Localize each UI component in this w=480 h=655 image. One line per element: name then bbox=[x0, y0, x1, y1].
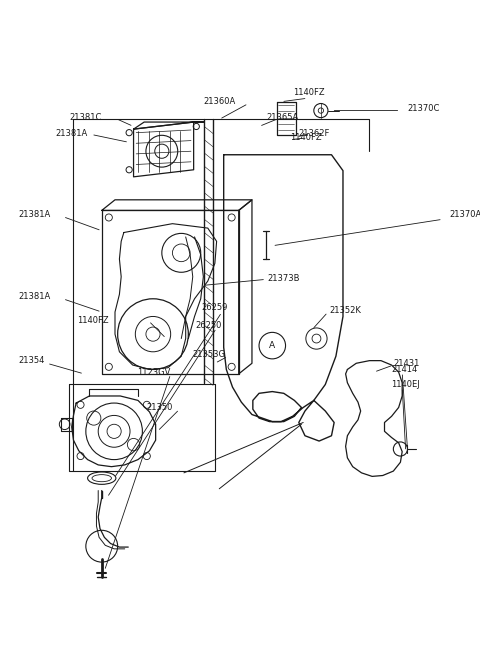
Text: 21354: 21354 bbox=[19, 356, 45, 365]
Text: 1140FZ: 1140FZ bbox=[290, 132, 322, 141]
Text: 21350: 21350 bbox=[146, 403, 172, 412]
Text: 21381C: 21381C bbox=[69, 113, 101, 122]
Text: 21353G: 21353G bbox=[193, 350, 226, 359]
Text: 1140FZ: 1140FZ bbox=[77, 316, 109, 326]
Text: 21381A: 21381A bbox=[19, 210, 51, 219]
Text: 26259: 26259 bbox=[202, 303, 228, 312]
Text: 21365A: 21365A bbox=[266, 113, 299, 122]
Text: A: A bbox=[269, 341, 276, 350]
Text: 21414: 21414 bbox=[392, 365, 418, 374]
Text: 1140FZ: 1140FZ bbox=[293, 88, 324, 98]
Text: 21381A: 21381A bbox=[19, 291, 51, 301]
Text: 21431: 21431 bbox=[393, 359, 420, 368]
Text: 1140EJ: 1140EJ bbox=[392, 380, 420, 389]
Text: 21360A: 21360A bbox=[203, 97, 235, 106]
Text: 26250: 26250 bbox=[195, 321, 222, 329]
Text: 21381A: 21381A bbox=[56, 129, 88, 138]
Text: 21362F: 21362F bbox=[299, 129, 330, 138]
Text: 21370C: 21370C bbox=[408, 104, 440, 113]
Text: 21352K: 21352K bbox=[330, 306, 361, 315]
Text: 21373B: 21373B bbox=[268, 274, 300, 283]
Text: 21370A: 21370A bbox=[449, 210, 480, 219]
Text: 1123GV: 1123GV bbox=[137, 367, 170, 377]
